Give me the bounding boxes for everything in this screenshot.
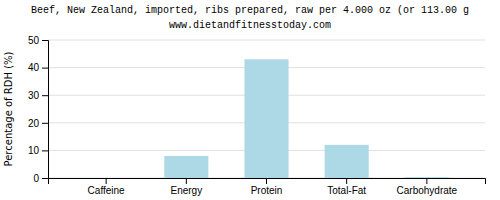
y-tick-mark	[42, 150, 48, 151]
grid	[48, 40, 485, 178]
grid-line	[48, 40, 485, 41]
x-tick-mark	[186, 178, 187, 184]
y-tick: 0	[33, 173, 48, 184]
x-tick-label: Total-Fat	[327, 185, 366, 196]
y-tick-label: 30	[28, 90, 40, 101]
y-tick: 30	[28, 90, 48, 101]
axis-line	[49, 179, 486, 185]
y-tick-mark	[42, 68, 48, 69]
bar	[244, 59, 288, 178]
bar	[325, 145, 369, 178]
x-tick: Total-Fat	[327, 178, 366, 196]
y-tick-label: 0	[33, 173, 39, 184]
x-tick: Protein	[251, 178, 283, 196]
y-axis: 0 10 20 30 40 50	[28, 35, 49, 184]
y-axis-title: Percentage of RDH (%)	[3, 51, 14, 166]
y-tick: 50	[28, 35, 48, 46]
bar	[405, 177, 449, 178]
y-tick: 10	[28, 145, 48, 156]
x-tick-label: Energy	[170, 185, 202, 196]
y-tick-label: 50	[28, 35, 40, 46]
title: Beef, New Zealand, imported, ribs prepar…	[31, 5, 469, 16]
bar	[164, 156, 208, 178]
plot: Caffeine Energy Protein Total-Fat Carbohydra…	[28, 35, 486, 196]
x-tick-label: Carbohydrate	[397, 185, 458, 196]
bars	[164, 59, 449, 178]
x-tick-mark	[266, 178, 267, 184]
x-tick-label: Protein	[251, 185, 283, 196]
bar	[84, 178, 128, 179]
x-tick-mark	[346, 178, 347, 184]
x-tick-mark	[426, 178, 427, 184]
y-tick: 40	[28, 62, 48, 73]
y-tick-label: 40	[28, 62, 40, 73]
subtitle: www.dietandfitnesstoday.com	[169, 20, 331, 31]
y-tick-label: 10	[28, 145, 40, 156]
x-axis: Caffeine Energy Protein Total-Fat Carbohydra…	[49, 178, 486, 196]
x-tick: Carbohydrate	[397, 178, 458, 196]
x-tick-mark	[106, 178, 107, 184]
x-tick: Energy	[170, 178, 202, 196]
chart: Beef, New Zealand, imported, ribs prepar…	[0, 0, 500, 200]
x-tick-label: Caffeine	[88, 185, 126, 196]
y-tick-label: 20	[28, 118, 40, 129]
y-tick-mark	[42, 40, 48, 41]
y-tick-mark	[42, 123, 48, 124]
y-tick: 20	[28, 118, 48, 129]
x-tick: Caffeine	[88, 178, 126, 196]
axis-line	[42, 41, 49, 179]
y-tick-mark	[42, 178, 48, 179]
y-tick-mark	[42, 95, 48, 96]
